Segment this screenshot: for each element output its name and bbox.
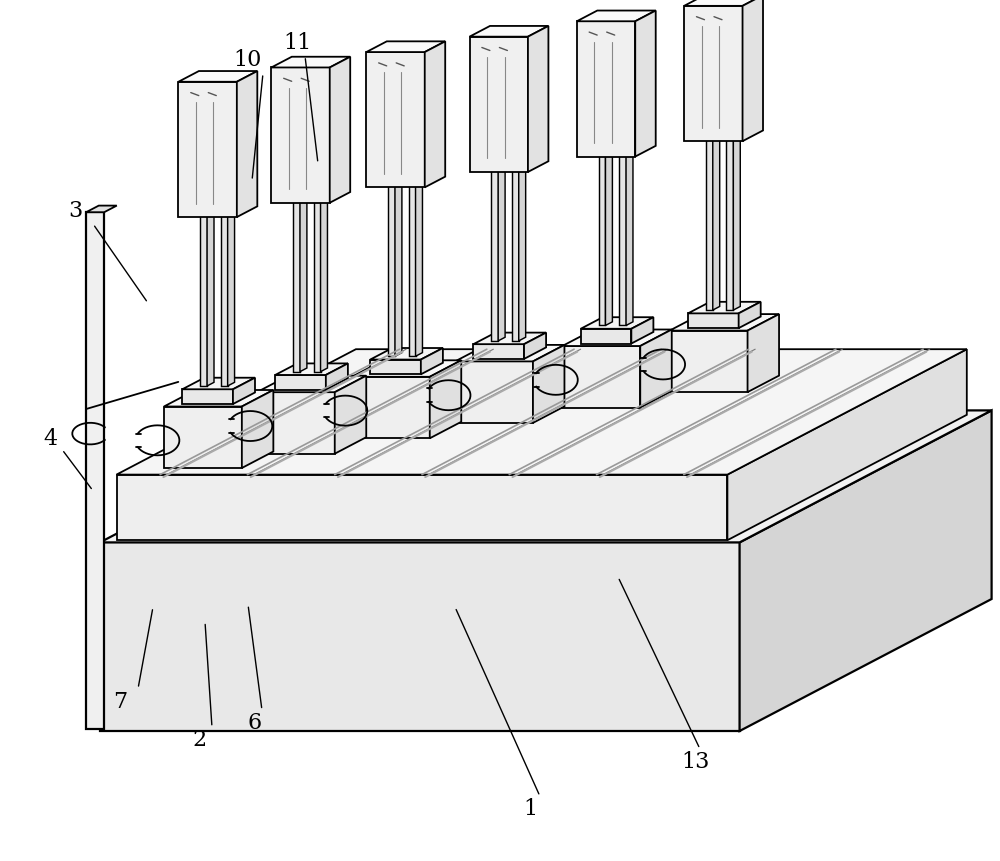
Polygon shape <box>740 411 992 731</box>
Polygon shape <box>207 210 214 386</box>
Polygon shape <box>684 6 743 141</box>
Polygon shape <box>395 181 402 356</box>
Polygon shape <box>164 390 273 406</box>
Polygon shape <box>182 389 233 404</box>
Polygon shape <box>116 474 727 540</box>
Polygon shape <box>200 214 207 386</box>
Polygon shape <box>352 360 461 377</box>
Polygon shape <box>100 542 740 731</box>
Polygon shape <box>670 314 779 331</box>
Text: 1: 1 <box>523 798 537 821</box>
Polygon shape <box>352 377 430 438</box>
Polygon shape <box>314 200 321 372</box>
Polygon shape <box>688 313 739 328</box>
Polygon shape <box>498 165 505 341</box>
Polygon shape <box>421 348 443 375</box>
Polygon shape <box>330 57 350 202</box>
Text: 6: 6 <box>248 712 262 734</box>
Polygon shape <box>275 363 348 375</box>
Polygon shape <box>635 10 656 157</box>
Polygon shape <box>519 165 526 341</box>
Polygon shape <box>221 214 228 386</box>
Polygon shape <box>739 302 761 328</box>
Polygon shape <box>599 153 605 325</box>
Polygon shape <box>388 184 395 356</box>
Polygon shape <box>562 346 640 407</box>
Polygon shape <box>640 330 672 407</box>
Polygon shape <box>275 375 326 390</box>
Polygon shape <box>619 153 626 325</box>
Text: 7: 7 <box>113 691 127 713</box>
Polygon shape <box>366 41 445 52</box>
Polygon shape <box>335 375 366 454</box>
Polygon shape <box>416 181 422 356</box>
Polygon shape <box>370 348 443 360</box>
Polygon shape <box>581 317 653 329</box>
Polygon shape <box>713 134 720 310</box>
Polygon shape <box>748 314 779 392</box>
Polygon shape <box>743 0 763 141</box>
Polygon shape <box>164 406 242 468</box>
Polygon shape <box>228 210 235 386</box>
Polygon shape <box>100 411 992 542</box>
Polygon shape <box>528 26 548 172</box>
Polygon shape <box>626 150 633 325</box>
Polygon shape <box>684 0 763 6</box>
Polygon shape <box>271 57 350 67</box>
Polygon shape <box>178 82 237 217</box>
Text: 3: 3 <box>68 200 82 222</box>
Polygon shape <box>727 350 967 540</box>
Polygon shape <box>430 360 461 438</box>
Polygon shape <box>116 350 967 474</box>
Polygon shape <box>370 360 421 375</box>
Polygon shape <box>533 345 564 423</box>
Polygon shape <box>409 184 416 356</box>
Polygon shape <box>581 329 631 344</box>
Polygon shape <box>182 378 255 389</box>
Polygon shape <box>242 390 273 468</box>
Polygon shape <box>473 332 546 344</box>
Polygon shape <box>470 37 528 172</box>
Polygon shape <box>470 26 548 37</box>
Polygon shape <box>455 345 564 362</box>
Polygon shape <box>512 169 519 341</box>
Polygon shape <box>524 332 546 359</box>
Polygon shape <box>257 393 335 454</box>
Text: 13: 13 <box>681 751 709 773</box>
Polygon shape <box>326 363 348 390</box>
Polygon shape <box>631 317 653 344</box>
Polygon shape <box>455 362 533 423</box>
Text: 4: 4 <box>43 428 57 450</box>
Polygon shape <box>562 330 672 346</box>
Polygon shape <box>293 200 300 372</box>
Text: 10: 10 <box>234 49 262 71</box>
Polygon shape <box>688 302 761 313</box>
Polygon shape <box>577 22 635 157</box>
Polygon shape <box>605 150 612 325</box>
Polygon shape <box>257 375 366 393</box>
Polygon shape <box>577 10 656 22</box>
Polygon shape <box>271 67 330 202</box>
Polygon shape <box>233 378 255 404</box>
Text: 2: 2 <box>193 729 207 752</box>
Polygon shape <box>178 71 257 82</box>
Polygon shape <box>733 134 740 310</box>
Polygon shape <box>706 138 713 310</box>
Polygon shape <box>86 206 117 212</box>
Polygon shape <box>473 344 524 359</box>
Polygon shape <box>300 195 307 372</box>
Polygon shape <box>491 169 498 341</box>
Polygon shape <box>366 52 425 188</box>
Polygon shape <box>237 71 257 217</box>
Polygon shape <box>86 212 104 728</box>
Polygon shape <box>425 41 445 188</box>
Text: 11: 11 <box>283 32 311 54</box>
Polygon shape <box>670 331 748 392</box>
Polygon shape <box>321 195 327 372</box>
Polygon shape <box>726 138 733 310</box>
